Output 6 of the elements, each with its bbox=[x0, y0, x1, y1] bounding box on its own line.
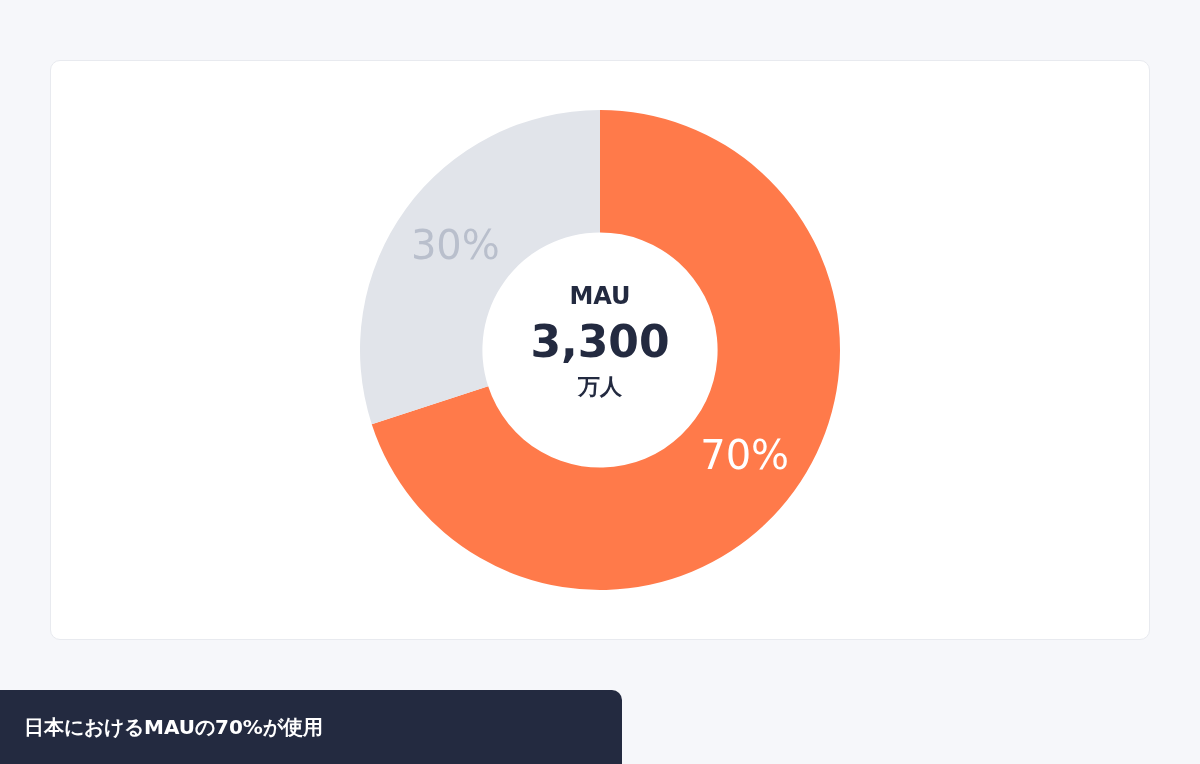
text: 日本におけるMAUの70%が使用 bbox=[0, 690, 622, 764]
data-label: 70% bbox=[700, 432, 790, 479]
text: 3,300 bbox=[529, 315, 671, 370]
text: 万人 bbox=[577, 372, 623, 401]
donut-slice bbox=[371, 110, 840, 590]
text: MAU bbox=[568, 281, 632, 312]
